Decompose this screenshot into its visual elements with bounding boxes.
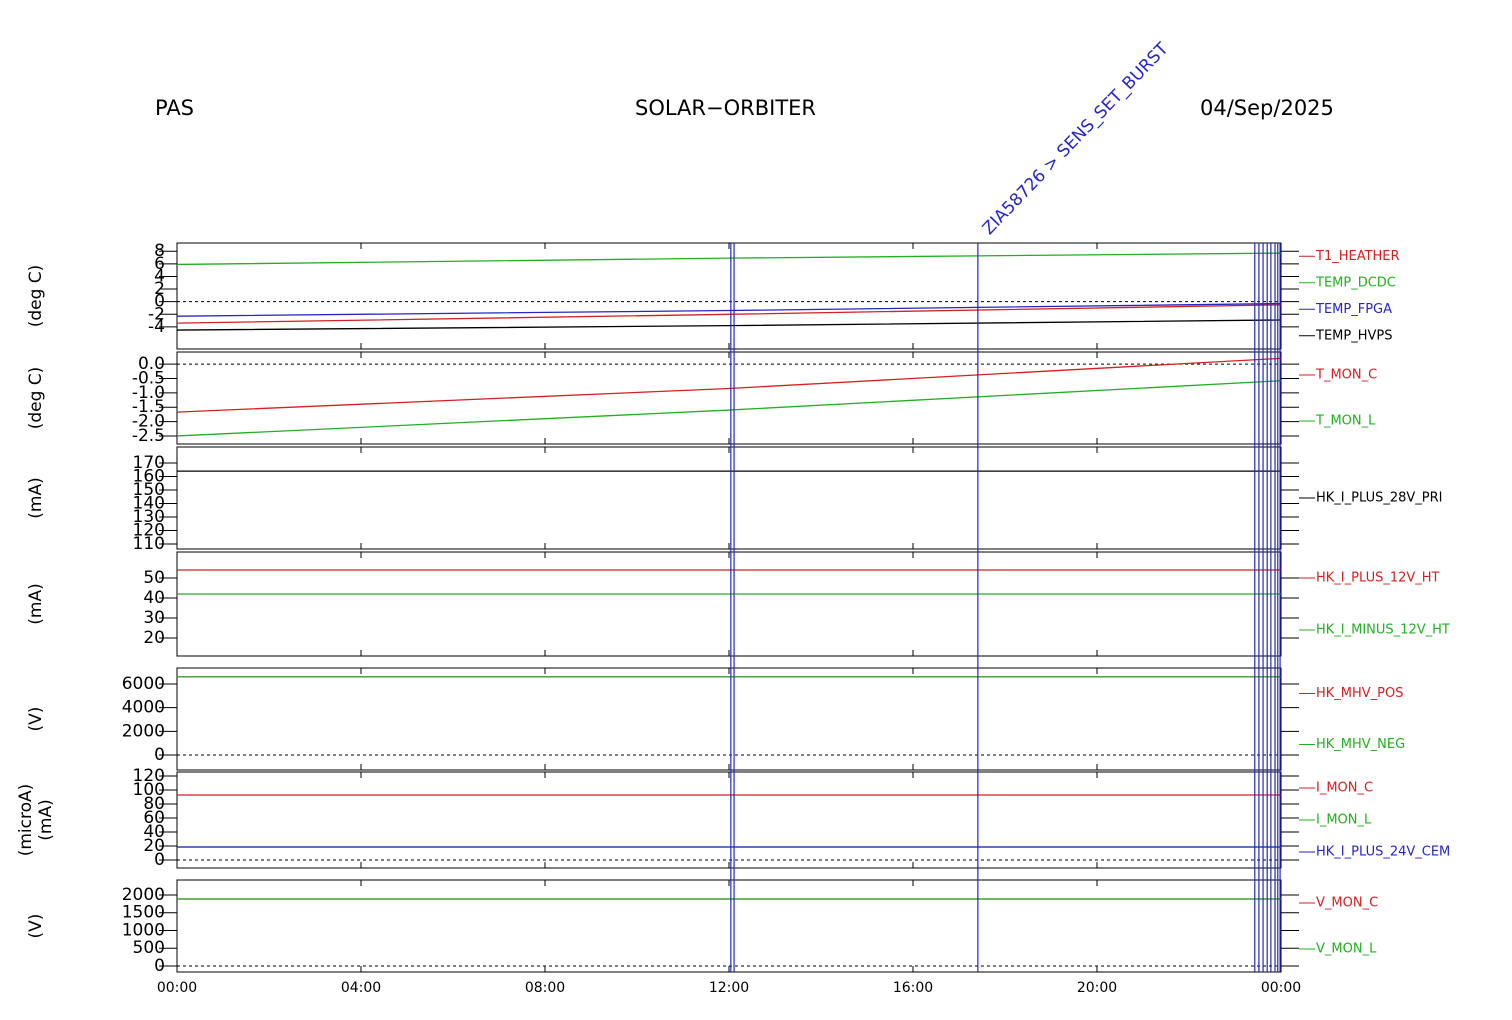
y-tick-label: 0: [154, 956, 165, 976]
data-line: [176, 357, 1282, 413]
x-tick-label: 12:00: [709, 980, 749, 996]
y-tick-label: 4000: [122, 698, 165, 718]
y-axis-label: (microA): [16, 784, 36, 857]
y-axis-label: (V): [26, 707, 46, 732]
panel-frame: [176, 351, 1282, 445]
legend-label: T1_HEATHER: [1315, 249, 1400, 264]
y-tick-label: 2000: [122, 885, 165, 905]
data-line: [176, 252, 1282, 266]
data-line: [176, 302, 1282, 317]
y-tick-label: 1000: [122, 920, 165, 940]
y-tick-label: 2: [154, 279, 165, 299]
legend-label: TEMP_FPGA: [1315, 302, 1392, 317]
y-tick-label: -1.5: [132, 397, 165, 417]
y-tick-label: 80: [143, 794, 165, 814]
y-tick-label: 0.0: [138, 354, 165, 374]
legend-label: HK_MHV_POS: [1316, 686, 1404, 701]
y-tick-label: 60: [143, 808, 165, 828]
legend-label: HK_MHV_NEG: [1316, 737, 1405, 752]
legend-label: I_MON_C: [1316, 781, 1373, 796]
y-tick-label: 500: [133, 938, 165, 958]
y-tick-label: 0: [154, 745, 165, 765]
panel-frame: [176, 879, 1282, 973]
y-tick-label: 40: [143, 588, 165, 608]
panel-frame: [176, 771, 1282, 869]
legend-label: HK_I_PLUS_24V_CEM: [1316, 845, 1450, 860]
legend-label: T_MON_L: [1315, 414, 1376, 429]
header-center: SOLAR−ORBITER: [635, 96, 816, 120]
x-tick-label: 08:00: [525, 980, 565, 996]
y-axis-label: (deg C): [26, 367, 46, 430]
y-tick-label: 20: [143, 836, 165, 856]
data-line: [176, 304, 1282, 324]
header-right: 04/Sep/2025: [1200, 96, 1334, 120]
event-label: ZIA58726 > SENS_SET_BURST: [979, 39, 1173, 239]
y-tick-label: 110: [133, 534, 165, 554]
panel-frame: [176, 446, 1282, 550]
panel-frame: [176, 551, 1282, 657]
y-tick-label: 170: [133, 453, 165, 473]
legend-label: V_MON_C: [1316, 896, 1378, 911]
y-tick-label: 0: [154, 850, 165, 870]
y-tick-label: -2.0: [132, 412, 165, 432]
y-tick-label: 40: [143, 822, 165, 842]
x-tick-label: 16:00: [893, 980, 933, 996]
y-axis-label: (mA): [26, 583, 46, 624]
panel-frame: [176, 242, 1282, 350]
y-tick-label: 2000: [122, 721, 165, 741]
y-axis-label: (V): [26, 914, 46, 939]
y-tick-label: -4: [148, 317, 165, 337]
y-tick-label: 160: [133, 467, 165, 487]
y-tick-label: 20: [143, 628, 165, 648]
y-tick-label: 140: [133, 494, 165, 514]
y-tick-label: 1500: [122, 903, 165, 923]
legend-label: TEMP_HVPS: [1315, 328, 1392, 343]
y-tick-label: 150: [133, 480, 165, 500]
data-line: [176, 380, 1282, 437]
y-axis-label: (deg C): [26, 265, 46, 328]
legend-label: TEMP_DCDC: [1315, 275, 1396, 290]
y-tick-label: 120: [133, 521, 165, 541]
header-left: PAS: [155, 96, 194, 120]
y-tick-label: 6: [154, 254, 165, 274]
y-tick-label: 8: [154, 241, 165, 261]
x-tick-label: 00:00: [157, 980, 197, 996]
legend-label: HK_I_MINUS_12V_HT: [1316, 623, 1450, 638]
legend-label: I_MON_L: [1316, 813, 1372, 828]
y-tick-label: -2.5: [132, 426, 165, 446]
legend-label: HK_I_PLUS_12V_HT: [1316, 571, 1440, 586]
legend-label: V_MON_L: [1316, 942, 1377, 957]
y-tick-label: 130: [133, 507, 165, 527]
y-tick-label: 120: [133, 766, 165, 786]
y-axis-label: (mA): [36, 799, 56, 840]
x-tick-label: 00:00: [1261, 980, 1301, 996]
y-tick-label: 4: [154, 266, 165, 286]
legend-label: T_MON_C: [1315, 368, 1377, 383]
y-axis-label: (mA): [26, 477, 46, 518]
y-tick-label: -0.5: [132, 368, 165, 388]
y-tick-label: 30: [143, 608, 165, 628]
y-tick-label: -2: [148, 304, 165, 324]
y-tick-label: -1.0: [132, 383, 165, 403]
y-tick-label: 6000: [122, 674, 165, 694]
x-tick-label: 04:00: [341, 980, 381, 996]
legend-label: HK_I_PLUS_28V_PRI: [1316, 491, 1442, 506]
y-tick-label: 50: [143, 568, 165, 588]
data-line: [176, 319, 1282, 331]
y-tick-label: 0: [154, 292, 165, 312]
x-tick-label: 20:00: [1077, 980, 1117, 996]
y-tick-label: 100: [133, 780, 165, 800]
